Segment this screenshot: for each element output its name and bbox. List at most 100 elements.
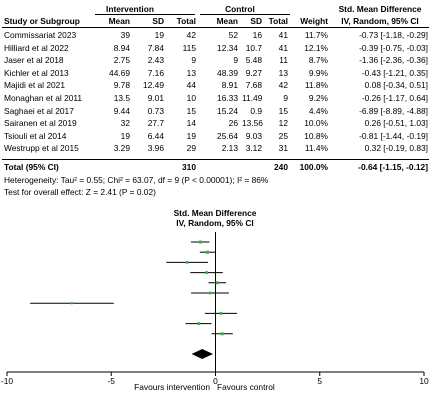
row-c-total: 13 xyxy=(278,67,288,78)
row-i-sd: 0.73 xyxy=(147,105,164,116)
col-c-total: Total xyxy=(268,16,288,26)
header-smd-method: IV, Random, 95% CI xyxy=(341,16,419,26)
plot-subtitle: IV, Random, 95% CI xyxy=(176,218,254,228)
row-i-mean: 39 xyxy=(120,30,130,40)
row-i-total: 29 xyxy=(186,143,196,154)
row-c-sd: 0.9 xyxy=(250,105,262,116)
row-study: Commissariat 2023 xyxy=(4,30,77,40)
row-i-sd: 7.16 xyxy=(147,67,164,78)
plot-title: Std. Mean Difference xyxy=(173,208,257,218)
x-tick-label: -10 xyxy=(1,376,13,386)
row-c-total: 25 xyxy=(278,130,288,141)
row-i-sd: 6.44 xyxy=(147,130,164,141)
row-i-mean: 9.78 xyxy=(113,80,130,91)
x-tick-label: 0 xyxy=(213,376,218,386)
row-ci: 0.32 [-0.19, 0.83] xyxy=(364,143,428,154)
xlabel-right: Favours control xyxy=(217,382,275,392)
study-point xyxy=(70,302,73,305)
row-c-mean: 25.64 xyxy=(217,130,238,141)
study-point xyxy=(215,281,219,285)
row-c-mean: 48.39 xyxy=(217,67,238,78)
row-c-mean: 15.24 xyxy=(217,105,238,116)
row-c-sd: 13.56 xyxy=(242,118,263,129)
row-ci: -6.89 [-8.89, -4.88] xyxy=(359,105,428,116)
row-i-mean: 44.69 xyxy=(109,67,130,78)
row-i-sd: 9.01 xyxy=(147,93,164,103)
row-weight: 9.2% xyxy=(308,93,328,103)
row-i-total: 10 xyxy=(186,93,196,103)
row-c-sd: 5.48 xyxy=(245,55,262,66)
row-ci: -0.39 [-0.75, -0.03] xyxy=(359,42,428,53)
row-study: Kichler et al 2013 xyxy=(4,67,69,78)
row-c-sd: 9.27 xyxy=(245,67,262,78)
study-point xyxy=(185,261,189,264)
row-weight: 8.7% xyxy=(308,55,328,66)
xlabel-left: Favours intervention xyxy=(134,382,210,392)
row-c-sd: 9.03 xyxy=(245,130,262,141)
row-i-total: 9 xyxy=(191,55,196,66)
row-study: Hilliard et al 2022 xyxy=(4,42,69,53)
row-study: Tsiouli et al 2014 xyxy=(4,130,67,141)
row-i-mean: 2.75 xyxy=(113,55,130,66)
row-ci: -0.43 [-1.21, 0.35] xyxy=(361,67,428,78)
total-weight: 100.0% xyxy=(299,162,328,172)
row-study: Sairanen et al 2019 xyxy=(4,118,77,129)
row-study: Westrupp et al 2015 xyxy=(4,143,79,154)
row-weight: 11.8% xyxy=(304,80,328,91)
row-i-sd: 7.84 xyxy=(147,42,164,53)
x-tick-label: 10 xyxy=(419,376,429,386)
row-i-mean: 9.44 xyxy=(113,105,130,116)
col-weight: Weight xyxy=(300,16,328,26)
row-ci: -0.81 [-1.44, -0.19] xyxy=(359,130,428,141)
total-c-total: 240 xyxy=(274,162,288,172)
header-intervention: Intervention xyxy=(106,4,154,14)
row-i-total: 14 xyxy=(186,118,196,129)
row-c-total: 11 xyxy=(279,55,288,66)
row-study: Monaghan et al 2011 xyxy=(4,93,83,103)
total-ci: -0.64 [-1.15, -0.12] xyxy=(358,162,428,172)
row-c-sd: 10.7 xyxy=(245,42,262,53)
row-c-mean: 12.34 xyxy=(217,42,238,53)
pooled-diamond xyxy=(191,349,213,359)
row-i-sd: 2.43 xyxy=(147,55,164,66)
row-ci: 0.08 [-0.34, 0.51] xyxy=(364,80,428,91)
overall-effect-text: Test for overall effect: Z = 2.41 (P = 0… xyxy=(4,187,156,197)
row-i-total: 42 xyxy=(186,30,196,40)
study-point xyxy=(219,312,223,315)
row-c-mean: 16.33 xyxy=(217,93,238,103)
row-i-mean: 32 xyxy=(120,118,130,129)
col-i-total: Total xyxy=(176,16,196,26)
row-c-mean: 8.91 xyxy=(221,80,238,91)
row-i-mean: 19 xyxy=(120,130,130,141)
row-c-total: 31 xyxy=(278,143,288,154)
row-c-sd: 16 xyxy=(252,30,262,40)
col-c-mean: Mean xyxy=(216,16,238,26)
row-study: Majidi et al 2021 xyxy=(4,80,65,91)
row-ci: -1.36 [-2.36, -0.36] xyxy=(359,55,428,66)
row-ci: -0.26 [-1.17, 0.64] xyxy=(361,93,428,103)
row-i-sd: 19 xyxy=(154,30,164,40)
row-weight: 9.9% xyxy=(308,67,328,78)
row-i-total: 44 xyxy=(186,80,196,91)
row-i-sd: 27.7 xyxy=(147,118,164,129)
col-c-sd: SD xyxy=(250,16,262,26)
row-c-mean: 26 xyxy=(228,118,238,129)
row-ci: -0.73 [-1.18, -0.29] xyxy=(359,30,428,40)
heterogeneity-text: Heterogeneity: Tau² = 0.55; Chi² = 63.07… xyxy=(4,175,269,185)
row-c-total: 42 xyxy=(278,80,288,91)
row-i-total: 13 xyxy=(186,67,196,78)
row-c-total: 41 xyxy=(278,42,288,53)
row-c-mean: 2.13 xyxy=(221,143,238,154)
row-c-sd: 11.49 xyxy=(242,93,263,103)
row-i-total: 115 xyxy=(182,42,196,53)
total-i-total: 310 xyxy=(182,162,196,172)
row-weight: 10.8% xyxy=(304,130,328,141)
study-point xyxy=(205,271,208,274)
study-point xyxy=(205,250,209,254)
row-weight: 10.0% xyxy=(304,118,328,129)
row-weight: 11.4% xyxy=(304,143,328,154)
row-c-mean: 52 xyxy=(228,30,238,40)
row-weight: 11.7% xyxy=(304,30,328,40)
study-point xyxy=(208,291,212,295)
